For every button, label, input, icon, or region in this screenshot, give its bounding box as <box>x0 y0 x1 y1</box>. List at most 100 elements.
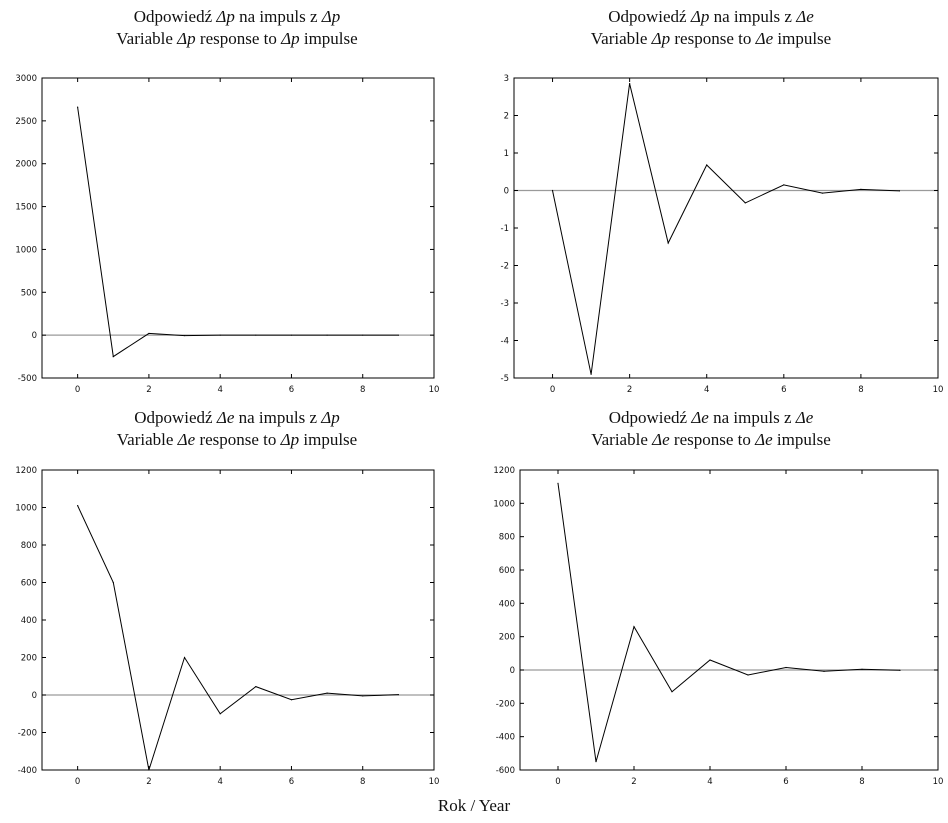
y-tick-label: 200 <box>21 654 37 664</box>
chart-title-en: Variable Δe response to Δp impulse <box>116 430 358 449</box>
y-tick-label: 2500 <box>15 117 37 127</box>
x-tick-label: 8 <box>360 385 365 395</box>
data-point <box>671 691 673 693</box>
plot-frame <box>513 77 939 379</box>
x-tick-label: 2 <box>146 777 151 787</box>
chart-title-en: Variable Δp response to Δp impulse <box>116 29 358 48</box>
data-point <box>77 505 79 507</box>
x-tick-label: 4 <box>217 385 222 395</box>
y-tick-label: 1200 <box>493 466 515 476</box>
y-tick-label: -500 <box>18 374 37 384</box>
data-point <box>219 334 221 336</box>
data-point <box>362 334 364 336</box>
chart-svg: -600 -400 -200 0 200 400 600 800 1000 1200 0 2 4 6 8 10 <box>493 466 944 787</box>
y-tick-label: -5 <box>501 374 509 384</box>
data-point <box>860 188 862 190</box>
x-tick-label: 6 <box>289 777 294 787</box>
data-point <box>821 192 823 194</box>
data-point <box>898 190 901 192</box>
response-line <box>77 505 399 771</box>
y-tick-label: 0 <box>32 691 37 701</box>
y-tick-label: -200 <box>496 699 515 709</box>
chart-title-pl: Odpowiedź Δp na impuls z Δe <box>608 7 814 26</box>
x-tick-label: 6 <box>783 777 788 787</box>
y-tick-label: -2 <box>501 262 509 272</box>
plot-frame <box>41 77 435 379</box>
x-tick-label: 4 <box>704 385 709 395</box>
y-tick-label: 800 <box>499 533 515 543</box>
y-tick-label: 1000 <box>493 499 515 509</box>
y-tick-label: 2000 <box>15 160 37 170</box>
chart-title-en: Variable Δp response to Δe impulse <box>590 29 832 48</box>
data-point <box>551 189 554 192</box>
x-tick-label: 2 <box>146 385 151 395</box>
chart-svg: -500 0 500 1000 1500 2000 2500 3000 0 2 4 6 8 10 <box>15 74 440 395</box>
response-line <box>557 483 901 762</box>
data-point <box>633 626 635 628</box>
data-point <box>590 373 592 375</box>
data-point <box>362 695 364 697</box>
y-tick-label: -1 <box>501 224 509 234</box>
x-tick-label: 10 <box>933 385 944 395</box>
data-point <box>148 332 150 335</box>
data-point <box>747 674 749 676</box>
data-point <box>183 656 186 659</box>
y-tick-label: 500 <box>21 288 37 298</box>
y-tick-label: -4 <box>501 337 509 347</box>
x-tick-label: 6 <box>781 385 786 395</box>
x-tick-label: 8 <box>360 777 365 787</box>
data-point <box>706 164 708 166</box>
data-point <box>783 184 785 186</box>
y-tick-label: 0 <box>504 187 509 197</box>
y-tick-label: 800 <box>21 541 37 551</box>
y-tick-label: 0 <box>510 666 515 676</box>
chart-panel-de-de: -600 -400 -200 0 200 400 600 800 1000 1200 0 2 4 6 8 10… <box>474 395 948 795</box>
data-point <box>255 685 257 688</box>
data-point <box>326 692 328 694</box>
x-tick-label: 10 <box>429 777 440 787</box>
x-tick-label: 0 <box>75 777 80 787</box>
y-tick-label: 0 <box>32 331 37 341</box>
x-tick-label: 0 <box>550 385 555 395</box>
y-tick-label: 1 <box>504 149 509 159</box>
y-tick-label: 600 <box>21 579 37 589</box>
y-tick-label: 1000 <box>15 504 37 514</box>
plot-frame <box>41 469 435 771</box>
x-axis-label: Rok / Year <box>437 796 511 815</box>
y-tick-label: 400 <box>499 599 515 609</box>
y-tick-label: 600 <box>499 566 515 576</box>
data-point <box>397 694 399 696</box>
data-point <box>290 699 293 701</box>
data-point <box>899 669 901 671</box>
x-tick-label: 10 <box>933 777 944 787</box>
response-line <box>552 83 900 375</box>
data-point <box>77 106 79 108</box>
y-tick-label: 1500 <box>15 203 37 213</box>
data-point <box>112 355 114 358</box>
data-point <box>785 666 787 669</box>
x-tick-label: 8 <box>859 777 864 787</box>
data-point <box>823 670 825 672</box>
data-point <box>861 668 863 670</box>
data-point <box>557 482 559 484</box>
y-tick-label: 3 <box>504 74 509 84</box>
chart-title-en: Variable Δe response to Δe impulse <box>591 430 831 449</box>
y-tick-label: 2 <box>504 112 509 122</box>
chart-panel-de-dp: -400 -200 0 200 400 600 800 1000 1200 0 2 4 6 8 10 Odp… <box>0 395 474 795</box>
response-line <box>77 107 399 358</box>
x-tick-label: 2 <box>627 385 632 395</box>
y-tick-label: 400 <box>21 616 37 626</box>
y-tick-label: 1000 <box>15 245 37 255</box>
x-tick-label: 10 <box>429 385 440 395</box>
data-point <box>255 334 257 336</box>
y-tick-label: 200 <box>499 633 515 643</box>
y-tick-label: 1200 <box>15 466 37 476</box>
data-point <box>219 713 221 715</box>
x-tick-label: 0 <box>555 777 560 787</box>
y-tick-label: -400 <box>496 733 515 743</box>
data-point <box>112 581 114 584</box>
chart-panel-dp-dp: -500 0 500 1000 1500 2000 2500 3000 0 2 4 6 8 10 Odpo… <box>0 0 474 395</box>
data-point <box>595 761 597 763</box>
data-point <box>629 83 631 85</box>
x-tick-label: 4 <box>217 777 222 787</box>
